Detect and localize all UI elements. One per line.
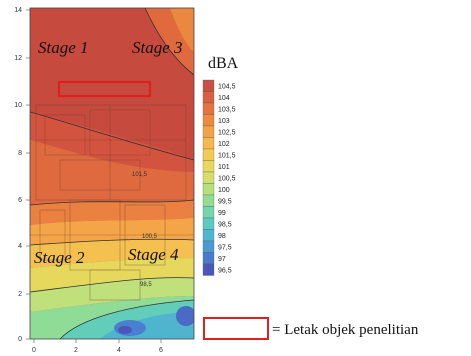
legend-swatch [202,263,215,276]
legend-level-label: 104,5 [218,83,236,90]
legend-level-label: 100 [218,187,230,194]
stage-4-label: Stage 4 [128,245,179,264]
y-tick-14: 14 [14,7,22,14]
legend-level-label: 103,5 [218,106,236,113]
x-tick-0: 0 [32,347,36,354]
x-tick-4: 4 [117,347,121,354]
legend-level-label: 100,5 [218,175,236,182]
y-tick-8: 8 [18,150,22,157]
legend-level-label: 99 [218,210,226,217]
legend-title: dBA [208,55,239,72]
legend-swatch [202,125,215,138]
legend-swatch [202,114,215,127]
legend-swatch [202,217,215,230]
legend-swatch [202,206,215,219]
stage-2-label: Stage 2 [34,248,85,267]
legend-level-label: 104 [218,95,230,102]
research-object-highlight [57,80,152,98]
legend-swatch [202,160,215,173]
key-swatch-box [203,317,269,340]
legend-level-label: 101,5 [218,152,236,159]
x-axis [33,339,162,343]
y-axis [26,9,30,340]
legend-level-label: 98,5 [218,221,232,228]
legend-level-label: 102 [218,141,230,148]
y-tick-6: 6 [18,197,22,204]
legend-swatch [202,102,215,115]
x-tick-2: 2 [74,347,78,354]
contour-label-101-5: 101,5 [132,172,148,178]
noise-contour-map [30,8,194,339]
legend-swatch [202,229,215,242]
legend-swatch [202,148,215,161]
y-tick-4: 4 [18,243,22,250]
legend-swatch [202,171,215,184]
legend-swatch [202,252,215,265]
contour-label-100-5: 100,5 [142,234,158,240]
legend-level-label: 97,5 [218,244,232,251]
legend-swatch [202,137,215,150]
stage-3-label: Stage 3 [132,38,183,57]
x-tick-6: 6 [159,347,163,354]
legend-swatch [202,79,215,92]
y-tick-10: 10 [14,102,22,109]
legend-level-label: 98 [218,233,226,240]
legend-level-label: 96,5 [218,267,232,274]
key-label: = Letak objek penelitian [272,322,419,338]
color-scale-legend: 104,5 104 103,5 103 102,5 102 101,5 101 100,5 100… [202,79,236,276]
legend-level-label: 99,5 [218,198,232,205]
legend-level-label: 102,5 [218,129,236,136]
legend-level-label: 103 [218,118,230,125]
y-tick-2: 2 [18,291,22,298]
legend-level-label: 101 [218,164,230,171]
legend-swatch [202,240,215,253]
contour-label-98-5: 98,5 [140,282,152,288]
y-tick-12: 12 [14,55,22,62]
stage-1-label: Stage 1 [38,38,89,57]
legend-swatch [202,194,215,207]
legend-level-label: 97 [218,256,226,263]
y-tick-0: 0 [18,336,22,343]
legend-swatch [202,91,215,104]
legend-swatch [202,183,215,196]
